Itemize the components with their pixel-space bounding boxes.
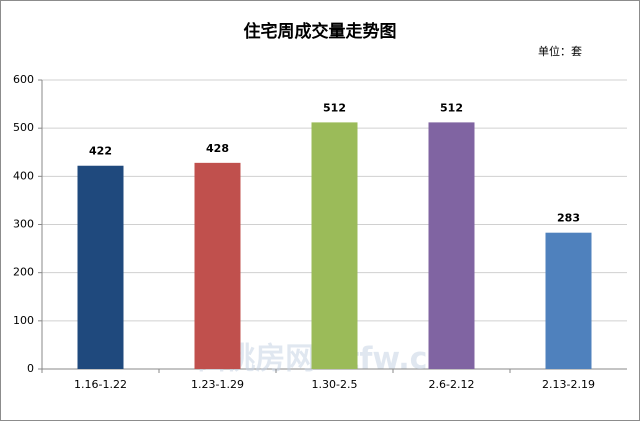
value-label: 422 — [89, 145, 112, 158]
value-label: 512 — [440, 101, 463, 114]
x-tick-label: 1.30-2.5 — [312, 378, 358, 391]
y-tick-label: 0 — [27, 362, 34, 375]
y-tick-label: 300 — [13, 218, 34, 231]
x-tick-label: 1.23-1.29 — [191, 378, 244, 391]
bar — [194, 162, 241, 369]
value-label: 428 — [206, 142, 229, 155]
y-tick-label: 200 — [13, 266, 34, 279]
bar — [545, 232, 592, 369]
unit-label: 单位：套 — [538, 44, 582, 58]
x-tick-label: 2.13-2.19 — [542, 378, 595, 391]
x-tick-label: 1.16-1.22 — [74, 378, 127, 391]
chart-title: 住宅周成交量走势图 — [244, 21, 397, 42]
value-label: 512 — [323, 101, 346, 114]
y-tick-label: 400 — [13, 169, 34, 182]
y-tick-label: 100 — [13, 314, 34, 327]
bar — [428, 122, 475, 370]
bar — [77, 165, 124, 369]
y-tick-label: 500 — [13, 121, 34, 134]
bar — [311, 122, 358, 370]
y-tick-label: 600 — [13, 73, 34, 86]
x-tick-label: 2.6-2.12 — [429, 378, 475, 391]
value-label: 283 — [557, 212, 580, 225]
